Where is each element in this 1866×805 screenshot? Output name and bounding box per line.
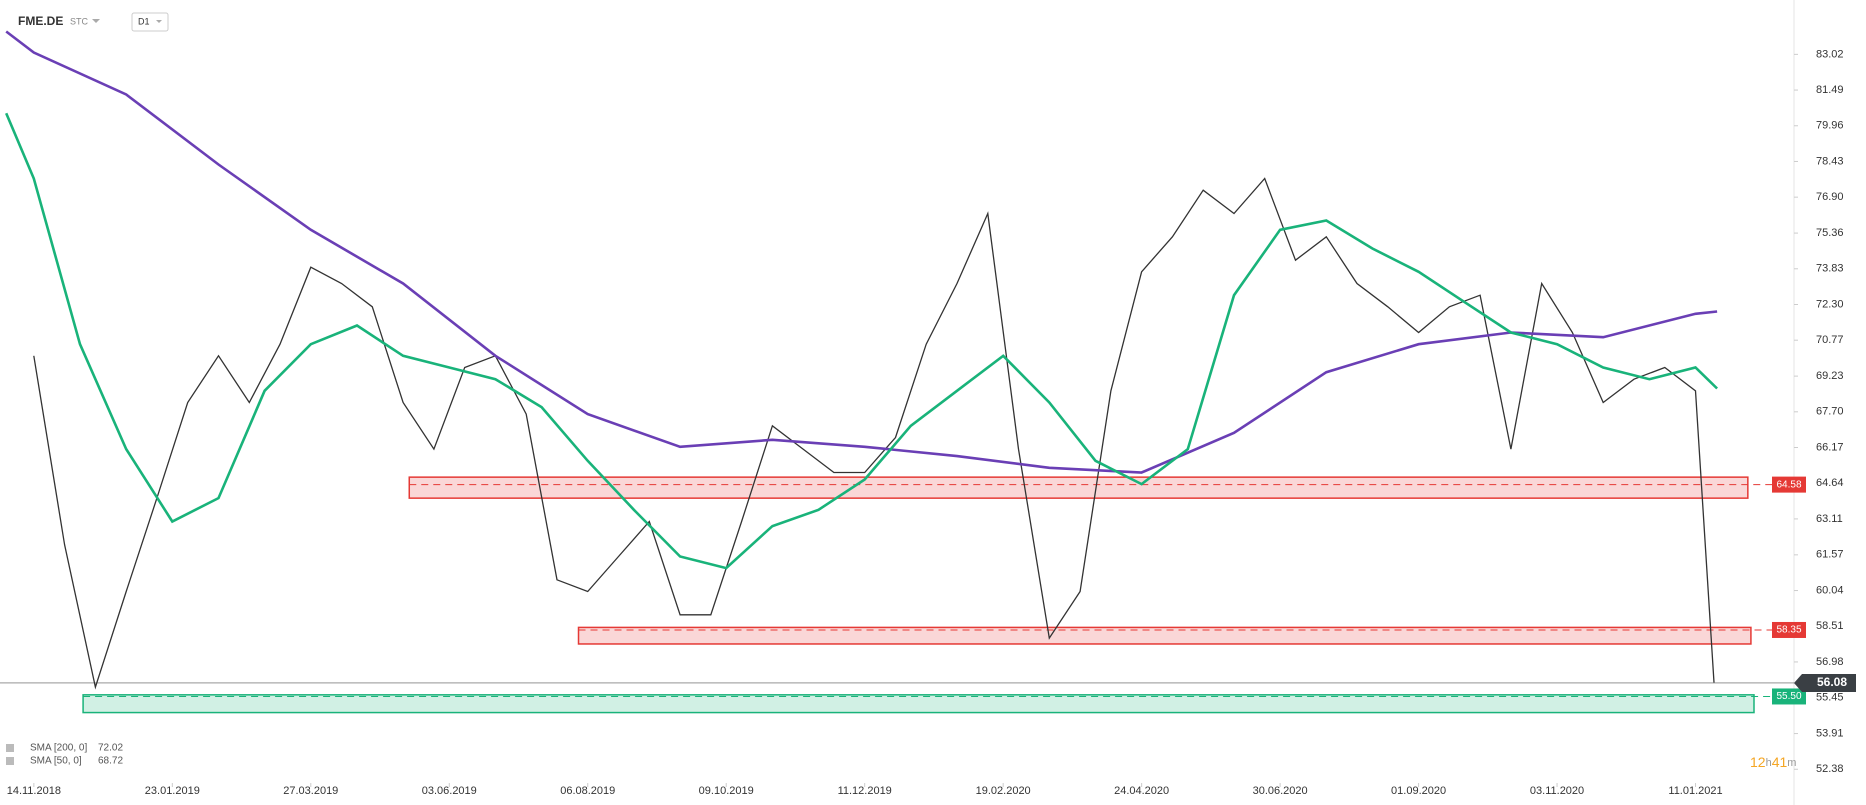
x-tick-label: 09.10.2019	[699, 785, 754, 797]
y-tick-label: 69.23	[1816, 370, 1844, 382]
legend-value: 72.02	[98, 743, 123, 754]
zone	[577, 626, 1752, 645]
y-tick-label: 70.77	[1816, 334, 1844, 346]
legend-name: SMA [50, 0]	[30, 756, 82, 767]
x-tick-label: 27.03.2019	[283, 785, 338, 797]
zone	[408, 476, 1749, 499]
sma-line	[5, 112, 1719, 570]
zone-label: 58.35	[1776, 625, 1801, 636]
price-tag	[1794, 673, 1856, 692]
x-tick-label: 23.01.2019	[145, 785, 200, 797]
y-tick-label: 76.90	[1816, 191, 1844, 203]
y-tick-label: 55.45	[1816, 692, 1844, 704]
zone-tag	[1772, 688, 1806, 705]
y-tick-label: 63.11	[1816, 513, 1843, 525]
x-tick-label: 24.04.2020	[1114, 785, 1169, 797]
x-tick-label: 06.08.2019	[560, 785, 615, 797]
x-tick-label: 03.11.2020	[1530, 785, 1584, 797]
legend-icon	[6, 744, 14, 752]
y-tick-label: 58.51	[1816, 620, 1844, 632]
y-tick-label: 56.98	[1816, 656, 1844, 668]
zone-tag	[1772, 476, 1806, 493]
y-tick-label: 67.70	[1816, 406, 1844, 418]
legend-icon	[6, 757, 14, 765]
dropdown-icon[interactable]	[156, 20, 162, 23]
x-tick-label: 11.12.2019	[838, 785, 892, 797]
legend-name: SMA [200, 0]	[30, 743, 87, 754]
zone-tag	[1772, 621, 1806, 638]
x-tick-label: 11.01.2021	[1668, 785, 1722, 797]
last-price: 56.08	[1817, 675, 1847, 689]
countdown-part: m	[1787, 757, 1796, 769]
y-tick-label: 83.02	[1816, 48, 1844, 60]
x-tick-label: 03.06.2019	[422, 785, 477, 797]
zone-label: 64.58	[1776, 479, 1801, 490]
y-tick-label: 53.91	[1816, 727, 1844, 739]
x-tick-label: 30.06.2020	[1253, 785, 1308, 797]
y-tick-label: 81.49	[1816, 84, 1844, 96]
y-tick-label: 73.83	[1816, 263, 1844, 275]
sma-line	[5, 30, 1718, 474]
y-tick-label: 66.17	[1816, 441, 1844, 453]
countdown-part: 12	[1750, 754, 1766, 770]
interval-box[interactable]	[131, 12, 169, 32]
symbol[interactable]: FME.DE	[18, 14, 63, 28]
y-tick-label: 64.64	[1816, 477, 1844, 489]
x-tick-label: 14.11.2018	[7, 785, 61, 797]
countdown: 12h41m	[1750, 754, 1796, 770]
y-tick-label: 60.04	[1816, 584, 1844, 596]
y-tick-label: 72.30	[1816, 298, 1844, 310]
x-tick-label: 19.02.2020	[976, 785, 1031, 797]
zone	[82, 694, 1755, 714]
x-tick-label: 01.09.2020	[1391, 785, 1446, 797]
countdown-part: 41	[1772, 754, 1788, 770]
price-line	[33, 177, 1715, 690]
y-tick-label: 61.57	[1816, 549, 1844, 561]
y-tick-label: 75.36	[1816, 227, 1844, 239]
y-tick-label: 78.43	[1816, 155, 1844, 167]
y-tick-label: 79.96	[1816, 120, 1844, 132]
y-tick-label: 52.38	[1816, 763, 1844, 775]
interval[interactable]: D1	[138, 16, 150, 26]
dropdown-icon[interactable]	[92, 19, 100, 23]
legend-value: 68.72	[98, 756, 123, 767]
countdown-part: h	[1766, 757, 1772, 769]
zone-label: 55.50	[1776, 691, 1801, 702]
mode[interactable]: STC	[70, 16, 89, 26]
